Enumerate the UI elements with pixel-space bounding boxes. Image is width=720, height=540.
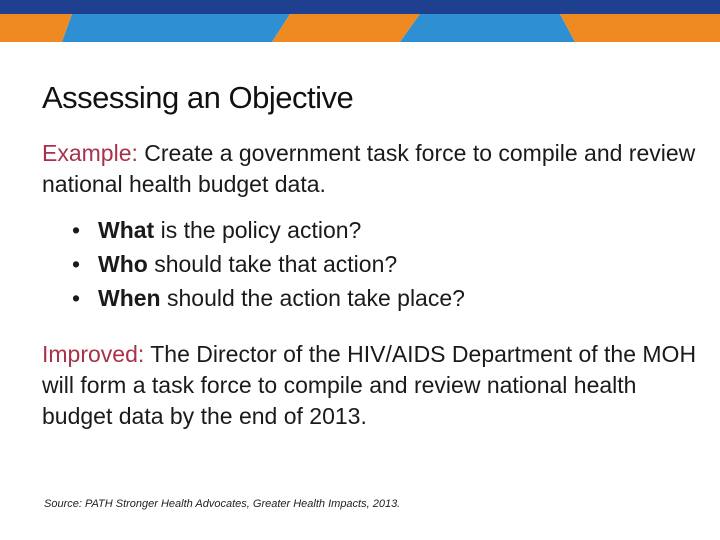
example-lead: Example: xyxy=(42,140,138,166)
slide-title: Assessing an Objective xyxy=(42,80,354,115)
question-keyword: What xyxy=(98,217,155,243)
example-paragraph: Example: Create a government task force … xyxy=(42,138,702,200)
question-text: is the policy action? xyxy=(160,217,362,243)
list-item: • When should the action take place? xyxy=(72,281,465,315)
source-citation: Source: PATH Stronger Health Advocates, … xyxy=(44,498,401,510)
improved-lead: Improved: xyxy=(42,341,145,367)
question-list: • What is the policy action? • Who should … xyxy=(72,213,465,315)
list-item: • Who should take that action? xyxy=(72,247,465,281)
top-color-bar xyxy=(0,0,720,42)
question-keyword: When xyxy=(98,285,161,311)
question-text: should the action take place? xyxy=(167,285,465,311)
improved-text: The Director of the HIV/AIDS Department … xyxy=(42,341,697,429)
bullet-icon: • xyxy=(72,251,81,277)
list-item: • What is the policy action? xyxy=(72,213,465,247)
question-text: should take that action? xyxy=(154,251,398,277)
bullet-icon: • xyxy=(72,285,81,311)
example-text: Create a government task force to compil… xyxy=(42,140,696,197)
bullet-icon: • xyxy=(72,217,81,243)
improved-paragraph: Improved: The Director of the HIV/AIDS D… xyxy=(42,339,702,432)
question-keyword: Who xyxy=(98,251,148,277)
